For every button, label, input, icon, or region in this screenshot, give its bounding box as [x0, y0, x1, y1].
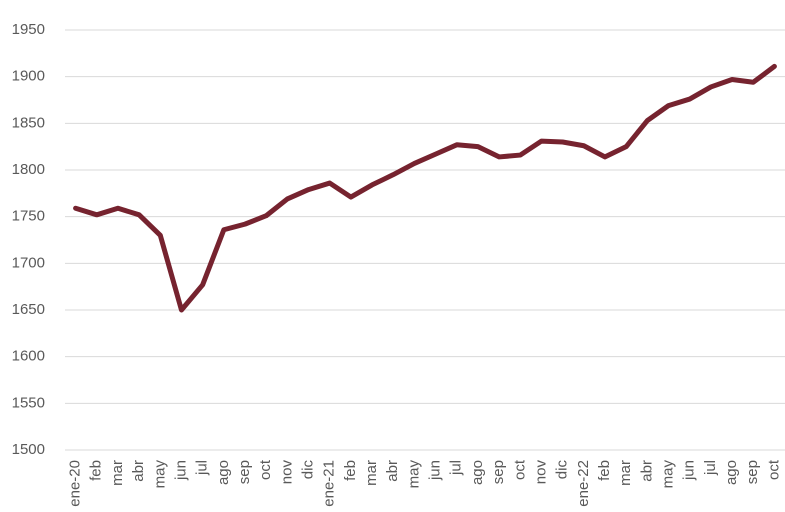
y-tick-label: 1550 — [12, 394, 45, 411]
x-tick-label: mar — [617, 460, 634, 486]
x-tick-label: may — [151, 460, 168, 489]
x-tick-label: oct — [257, 459, 274, 480]
x-tick-label: feb — [342, 460, 359, 481]
x-tick-label: feb — [88, 460, 105, 481]
x-tick-label: oct — [765, 459, 782, 480]
x-tick-label: abr — [384, 460, 401, 482]
x-tick-label: ago — [215, 460, 232, 485]
x-tick-label: may — [659, 460, 676, 489]
x-tick-label: jul — [448, 460, 465, 476]
x-tick-label: dic — [299, 460, 316, 480]
data-line — [73, 63, 777, 313]
x-tick-label: dic — [554, 460, 571, 480]
x-tick-label: sep — [744, 460, 761, 484]
x-tick-label: ago — [469, 460, 486, 485]
x-tick-label: ago — [723, 460, 740, 485]
y-tick-label: 1650 — [12, 301, 45, 318]
x-tick-label: jun — [427, 460, 444, 481]
y-tick-label: 1950 — [12, 21, 45, 38]
x-tick-label: abr — [638, 460, 655, 482]
y-tick-label: 1800 — [12, 161, 45, 178]
x-tick-label: jul — [194, 460, 211, 476]
x-tick-label: feb — [596, 460, 613, 481]
x-tick-label: ene-22 — [575, 460, 592, 507]
x-tick-label: sep — [490, 460, 507, 484]
x-tick-label: nov — [278, 460, 295, 485]
x-tick-label: ene-20 — [67, 460, 84, 507]
x-tick-label: sep — [236, 460, 253, 484]
x-tick-label: abr — [130, 460, 147, 482]
y-tick-label: 1600 — [12, 348, 45, 365]
y-tick-label: 1900 — [12, 68, 45, 85]
x-tick-label: mar — [363, 460, 380, 486]
x-tick-label: mar — [109, 460, 126, 486]
x-tick-label: jul — [702, 460, 719, 476]
x-tick-label: nov — [532, 460, 549, 485]
x-tick-label: jun — [172, 460, 189, 481]
x-tick-label: ene-21 — [321, 460, 338, 507]
y-tick-label: 1750 — [12, 208, 45, 225]
y-tick-label: 1700 — [12, 254, 45, 271]
x-tick-label: jun — [681, 460, 698, 481]
y-tick-label: 1850 — [12, 114, 45, 131]
x-tick-label: may — [405, 460, 422, 489]
y-tick-label: 1500 — [12, 441, 45, 458]
x-tick-label: oct — [511, 459, 528, 480]
